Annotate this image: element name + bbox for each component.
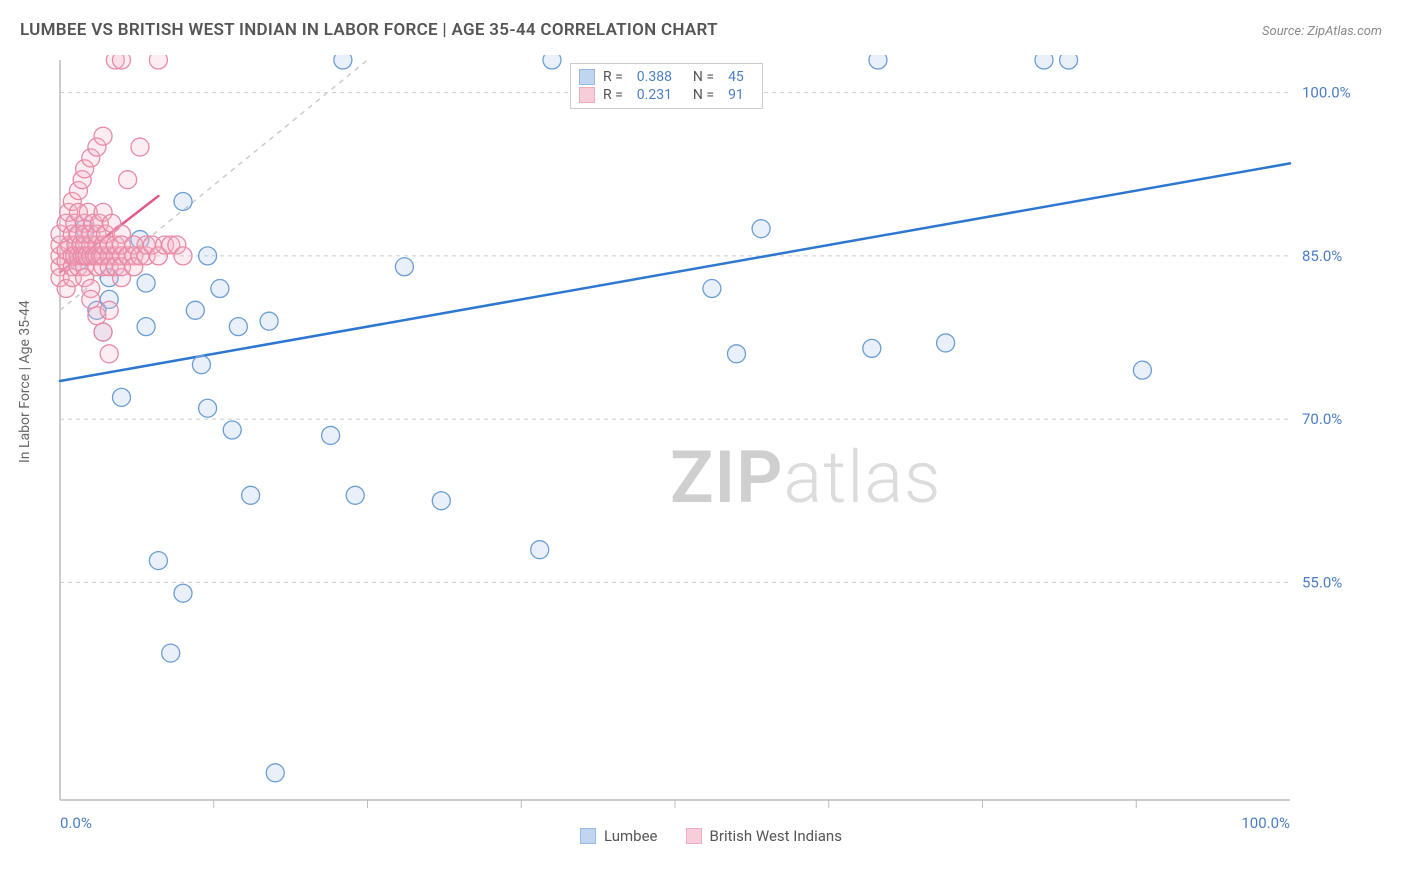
y-tick-label: 100.0% bbox=[1302, 84, 1351, 102]
legend-swatch bbox=[579, 87, 595, 103]
data-point bbox=[346, 486, 364, 504]
data-point bbox=[531, 541, 549, 559]
data-point bbox=[149, 55, 167, 69]
data-point bbox=[94, 323, 112, 341]
r-label: R = bbox=[603, 69, 623, 85]
chart-container: In Labor Force | Age 35-44 ZIPatlas 55.0… bbox=[50, 55, 1370, 845]
data-point bbox=[174, 192, 192, 210]
data-point bbox=[119, 171, 137, 189]
source-label: Source: ZipAtlas.com bbox=[1262, 24, 1382, 39]
data-point bbox=[186, 301, 204, 319]
data-point bbox=[395, 258, 413, 276]
data-point bbox=[113, 55, 131, 69]
data-point bbox=[752, 220, 770, 238]
data-point bbox=[869, 55, 887, 69]
data-point bbox=[229, 318, 247, 336]
data-point bbox=[432, 492, 450, 510]
data-point bbox=[1133, 361, 1151, 379]
legend-swatch bbox=[579, 69, 595, 85]
data-point bbox=[543, 55, 561, 69]
r-legend-row: R = 0.231 N = 91 bbox=[579, 86, 750, 104]
legend-swatch bbox=[686, 828, 702, 844]
data-point bbox=[322, 426, 340, 444]
legend-item: Lumbee bbox=[580, 827, 658, 845]
data-point bbox=[334, 55, 352, 69]
y-tick-label: 70.0% bbox=[1302, 410, 1342, 428]
data-point bbox=[100, 301, 118, 319]
data-point bbox=[242, 486, 260, 504]
legend-label: Lumbee bbox=[604, 827, 658, 845]
r-value: 0.388 bbox=[631, 69, 678, 85]
chart-title: LUMBEE VS BRITISH WEST INDIAN IN LABOR F… bbox=[20, 20, 718, 40]
data-point bbox=[100, 345, 118, 363]
data-point bbox=[192, 356, 210, 374]
correlation-legend: R = 0.388 N = 45 R = 0.231 N = 91 bbox=[570, 63, 763, 109]
r-value: 0.231 bbox=[631, 87, 678, 103]
data-point bbox=[137, 274, 155, 292]
legend-swatch bbox=[580, 828, 596, 844]
legend-label: British West Indians bbox=[710, 827, 842, 845]
data-point bbox=[137, 318, 155, 336]
data-point bbox=[199, 247, 217, 265]
data-point bbox=[113, 388, 131, 406]
data-point bbox=[174, 584, 192, 602]
data-point bbox=[174, 247, 192, 265]
r-label: R = bbox=[603, 87, 623, 103]
y-axis-label: In Labor Force | Age 35-44 bbox=[17, 300, 33, 463]
y-tick-label: 55.0% bbox=[1302, 573, 1342, 591]
r-legend-row: R = 0.388 N = 45 bbox=[579, 68, 750, 86]
data-point bbox=[260, 312, 278, 330]
data-point bbox=[728, 345, 746, 363]
data-point bbox=[266, 764, 284, 782]
y-tick-label: 85.0% bbox=[1302, 247, 1342, 265]
data-point bbox=[82, 290, 100, 308]
data-point bbox=[863, 339, 881, 357]
data-point bbox=[1035, 55, 1053, 69]
data-point bbox=[131, 138, 149, 156]
scatter-plot: 55.0% 70.0% 85.0% 100.0% 0.0% 100.0% bbox=[50, 55, 1370, 845]
n-label: N = bbox=[686, 69, 714, 85]
data-point bbox=[199, 399, 217, 417]
data-point bbox=[1060, 55, 1078, 69]
legend-item: British West Indians bbox=[686, 827, 842, 845]
n-value: 91 bbox=[722, 87, 750, 103]
x-tick-label: 0.0% bbox=[60, 814, 92, 832]
x-tick-label: 100.0% bbox=[1241, 814, 1290, 832]
data-point bbox=[937, 334, 955, 352]
n-label: N = bbox=[686, 87, 714, 103]
data-point bbox=[94, 127, 112, 145]
n-value: 45 bbox=[722, 69, 750, 85]
data-point bbox=[703, 280, 721, 298]
data-point bbox=[223, 421, 241, 439]
series-legend: Lumbee British West Indians bbox=[580, 827, 842, 845]
data-point bbox=[211, 280, 229, 298]
data-point bbox=[149, 552, 167, 570]
data-point bbox=[162, 644, 180, 662]
